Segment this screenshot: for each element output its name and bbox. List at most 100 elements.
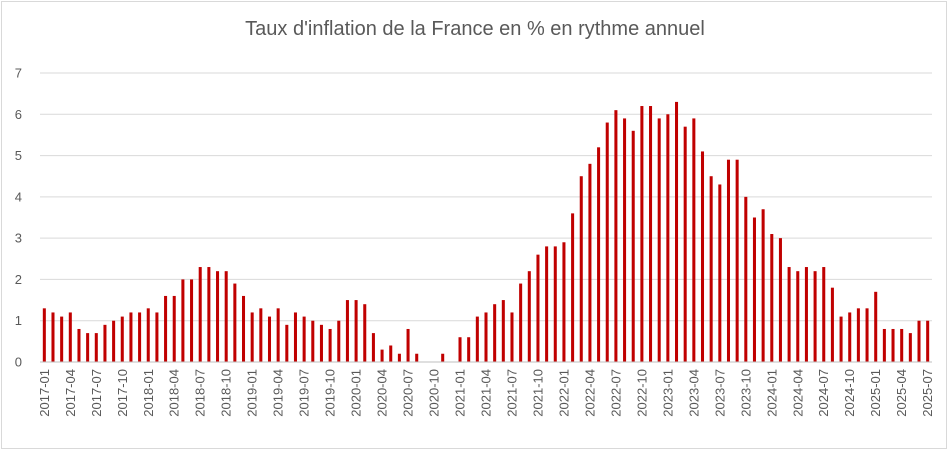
bar-2022-05 (597, 147, 601, 362)
bar-2025-05 (908, 333, 912, 362)
bar-2024-11 (856, 308, 860, 362)
x-tick-label: 2025-04 (894, 369, 909, 417)
bar-2017-04 (68, 312, 72, 362)
bar-2021-03 (475, 316, 479, 362)
y-tick-label: 2 (15, 272, 22, 287)
bar-2022-04 (588, 163, 592, 362)
x-tick-label: 2018-07 (193, 369, 208, 417)
bar-2017-01 (42, 308, 46, 362)
bar-2020-05 (389, 345, 393, 362)
bar-2017-06 (86, 333, 90, 362)
x-tick-label: 2019-07 (297, 369, 312, 417)
bar-2019-03 (267, 316, 272, 362)
x-tick-label: 2022-07 (608, 369, 623, 417)
x-tick-label: 2024-01 (764, 369, 779, 417)
x-tick-label: 2020-01 (349, 369, 364, 417)
y-tick-label: 0 (15, 355, 22, 370)
x-tick-label: 2022-04 (582, 369, 597, 417)
bar-2022-11 (649, 106, 653, 363)
bar-2019-02 (259, 308, 263, 362)
x-tick-label: 2020-07 (401, 369, 416, 417)
bar-2024-12 (865, 308, 869, 362)
bar-2022-03 (579, 176, 583, 362)
bar-2023-08 (726, 159, 731, 362)
x-tick-label: 2021-10 (530, 369, 545, 417)
bar-2024-08 (830, 287, 834, 362)
x-tick-label: 2021-01 (453, 369, 468, 417)
bar-2020-03 (371, 333, 375, 362)
bar-2019-12 (345, 300, 349, 362)
bar-2023-10 (744, 196, 748, 362)
bar-2025-06 (917, 320, 921, 362)
x-tick-label: 2022-01 (556, 369, 571, 417)
x-tick-label: 2023-10 (738, 369, 753, 417)
bar-2024-10 (848, 312, 852, 362)
bar-2022-07 (614, 110, 618, 363)
bar-2019-09 (319, 324, 323, 362)
x-tick-label: 2025-07 (920, 369, 935, 417)
bar-2020-11 (441, 353, 445, 362)
bar-2024-02 (778, 238, 782, 362)
y-tick-label: 4 (15, 189, 22, 204)
x-tick-label: 2023-04 (686, 369, 701, 417)
bar-2019-10 (328, 328, 332, 362)
bar-2025-03 (891, 328, 895, 362)
x-tick-label: 2024-07 (816, 369, 831, 417)
x-tick-label: 2020-10 (427, 369, 442, 417)
y-axis-labels: 0 1 2 3 4 5 6 7 (15, 66, 22, 370)
bar-2024-03 (787, 267, 791, 362)
x-tick-label: 2019-10 (323, 369, 338, 417)
bar-2018-10 (224, 271, 228, 362)
bar-2017-07 (94, 333, 98, 362)
x-tick-label: 2017-01 (37, 369, 52, 417)
x-axis-labels: 2017-01 2017-04 2017-07 2017-10 2018-01 2018-… (37, 369, 935, 417)
bar-2021-11 (545, 246, 549, 362)
bar-2022-12 (657, 118, 661, 363)
bar-2023-05 (700, 151, 705, 362)
bar-2018-02 (155, 312, 159, 362)
bar-2024-04 (796, 271, 800, 362)
bar-2018-03 (164, 295, 168, 362)
x-tick-label: 2023-07 (712, 369, 727, 417)
bar-2025-02 (882, 328, 886, 362)
bar-2025-04 (900, 328, 904, 362)
bar-2019-05 (285, 324, 289, 362)
bar-2019-07 (302, 316, 306, 362)
x-tick-label: 2020-04 (375, 369, 390, 417)
bar-2024-07 (822, 267, 826, 362)
bar-2019-08 (311, 320, 315, 362)
bar-2018-01 (146, 308, 150, 362)
x-tick-label: 2025-01 (868, 369, 883, 417)
bar-2022-06 (605, 122, 609, 363)
bar-2019-01 (250, 312, 254, 362)
bar-2021-10 (536, 254, 540, 362)
bar-2017-12 (138, 312, 142, 362)
bars (42, 101, 930, 363)
bar-2024-01 (770, 234, 774, 362)
bar-2019-06 (293, 312, 297, 362)
x-tick-label: 2018-01 (141, 369, 156, 417)
bar-2021-09 (527, 271, 531, 362)
bar-2018-07 (198, 267, 202, 362)
bar-2020-01 (354, 300, 358, 362)
x-tick-label: 2021-07 (504, 369, 519, 417)
bar-2023-03 (683, 126, 687, 363)
bar-2023-06 (709, 176, 713, 362)
bar-2017-11 (129, 312, 133, 362)
x-tick-label: 2024-04 (790, 369, 805, 417)
bar-2018-06 (190, 279, 194, 362)
bar-2020-07 (406, 328, 410, 362)
bar-2017-08 (103, 324, 107, 362)
y-tick-label: 7 (15, 66, 22, 81)
x-tick-label: 2022-10 (634, 369, 649, 417)
bar-2021-06 (501, 300, 505, 362)
bar-2022-02 (571, 213, 575, 362)
bar-2017-05 (77, 328, 81, 362)
bar-2023-09 (735, 159, 739, 362)
bar-2022-10 (640, 106, 644, 363)
x-tick-label: 2017-07 (89, 369, 104, 417)
bar-2021-04 (484, 312, 488, 362)
bar-2022-08 (623, 118, 627, 363)
